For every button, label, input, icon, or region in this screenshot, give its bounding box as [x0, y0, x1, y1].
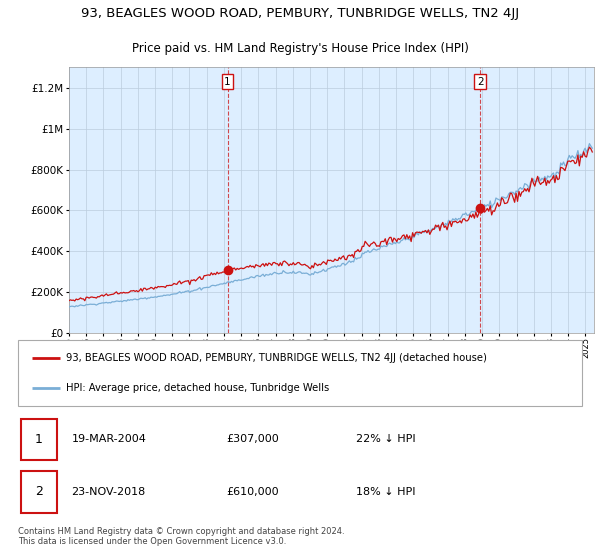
FancyBboxPatch shape	[21, 419, 58, 460]
Text: 93, BEAGLES WOOD ROAD, PEMBURY, TUNBRIDGE WELLS, TN2 4JJ: 93, BEAGLES WOOD ROAD, PEMBURY, TUNBRIDG…	[81, 7, 519, 20]
Text: HPI: Average price, detached house, Tunbridge Wells: HPI: Average price, detached house, Tunb…	[66, 383, 329, 393]
Text: 22% ↓ HPI: 22% ↓ HPI	[356, 435, 416, 445]
Text: Price paid vs. HM Land Registry's House Price Index (HPI): Price paid vs. HM Land Registry's House …	[131, 41, 469, 54]
Text: 2: 2	[477, 77, 484, 87]
Text: 1: 1	[35, 433, 43, 446]
FancyBboxPatch shape	[21, 471, 58, 512]
Text: 1: 1	[224, 77, 231, 87]
Text: £610,000: £610,000	[227, 487, 280, 497]
Text: 19-MAR-2004: 19-MAR-2004	[71, 435, 146, 445]
Text: 18% ↓ HPI: 18% ↓ HPI	[356, 487, 416, 497]
Text: 2: 2	[35, 486, 43, 498]
Text: 93, BEAGLES WOOD ROAD, PEMBURY, TUNBRIDGE WELLS, TN2 4JJ (detached house): 93, BEAGLES WOOD ROAD, PEMBURY, TUNBRIDG…	[66, 353, 487, 363]
FancyBboxPatch shape	[18, 340, 582, 406]
Text: Contains HM Land Registry data © Crown copyright and database right 2024.
This d: Contains HM Land Registry data © Crown c…	[18, 526, 344, 546]
Text: 23-NOV-2018: 23-NOV-2018	[71, 487, 146, 497]
Text: £307,000: £307,000	[227, 435, 280, 445]
